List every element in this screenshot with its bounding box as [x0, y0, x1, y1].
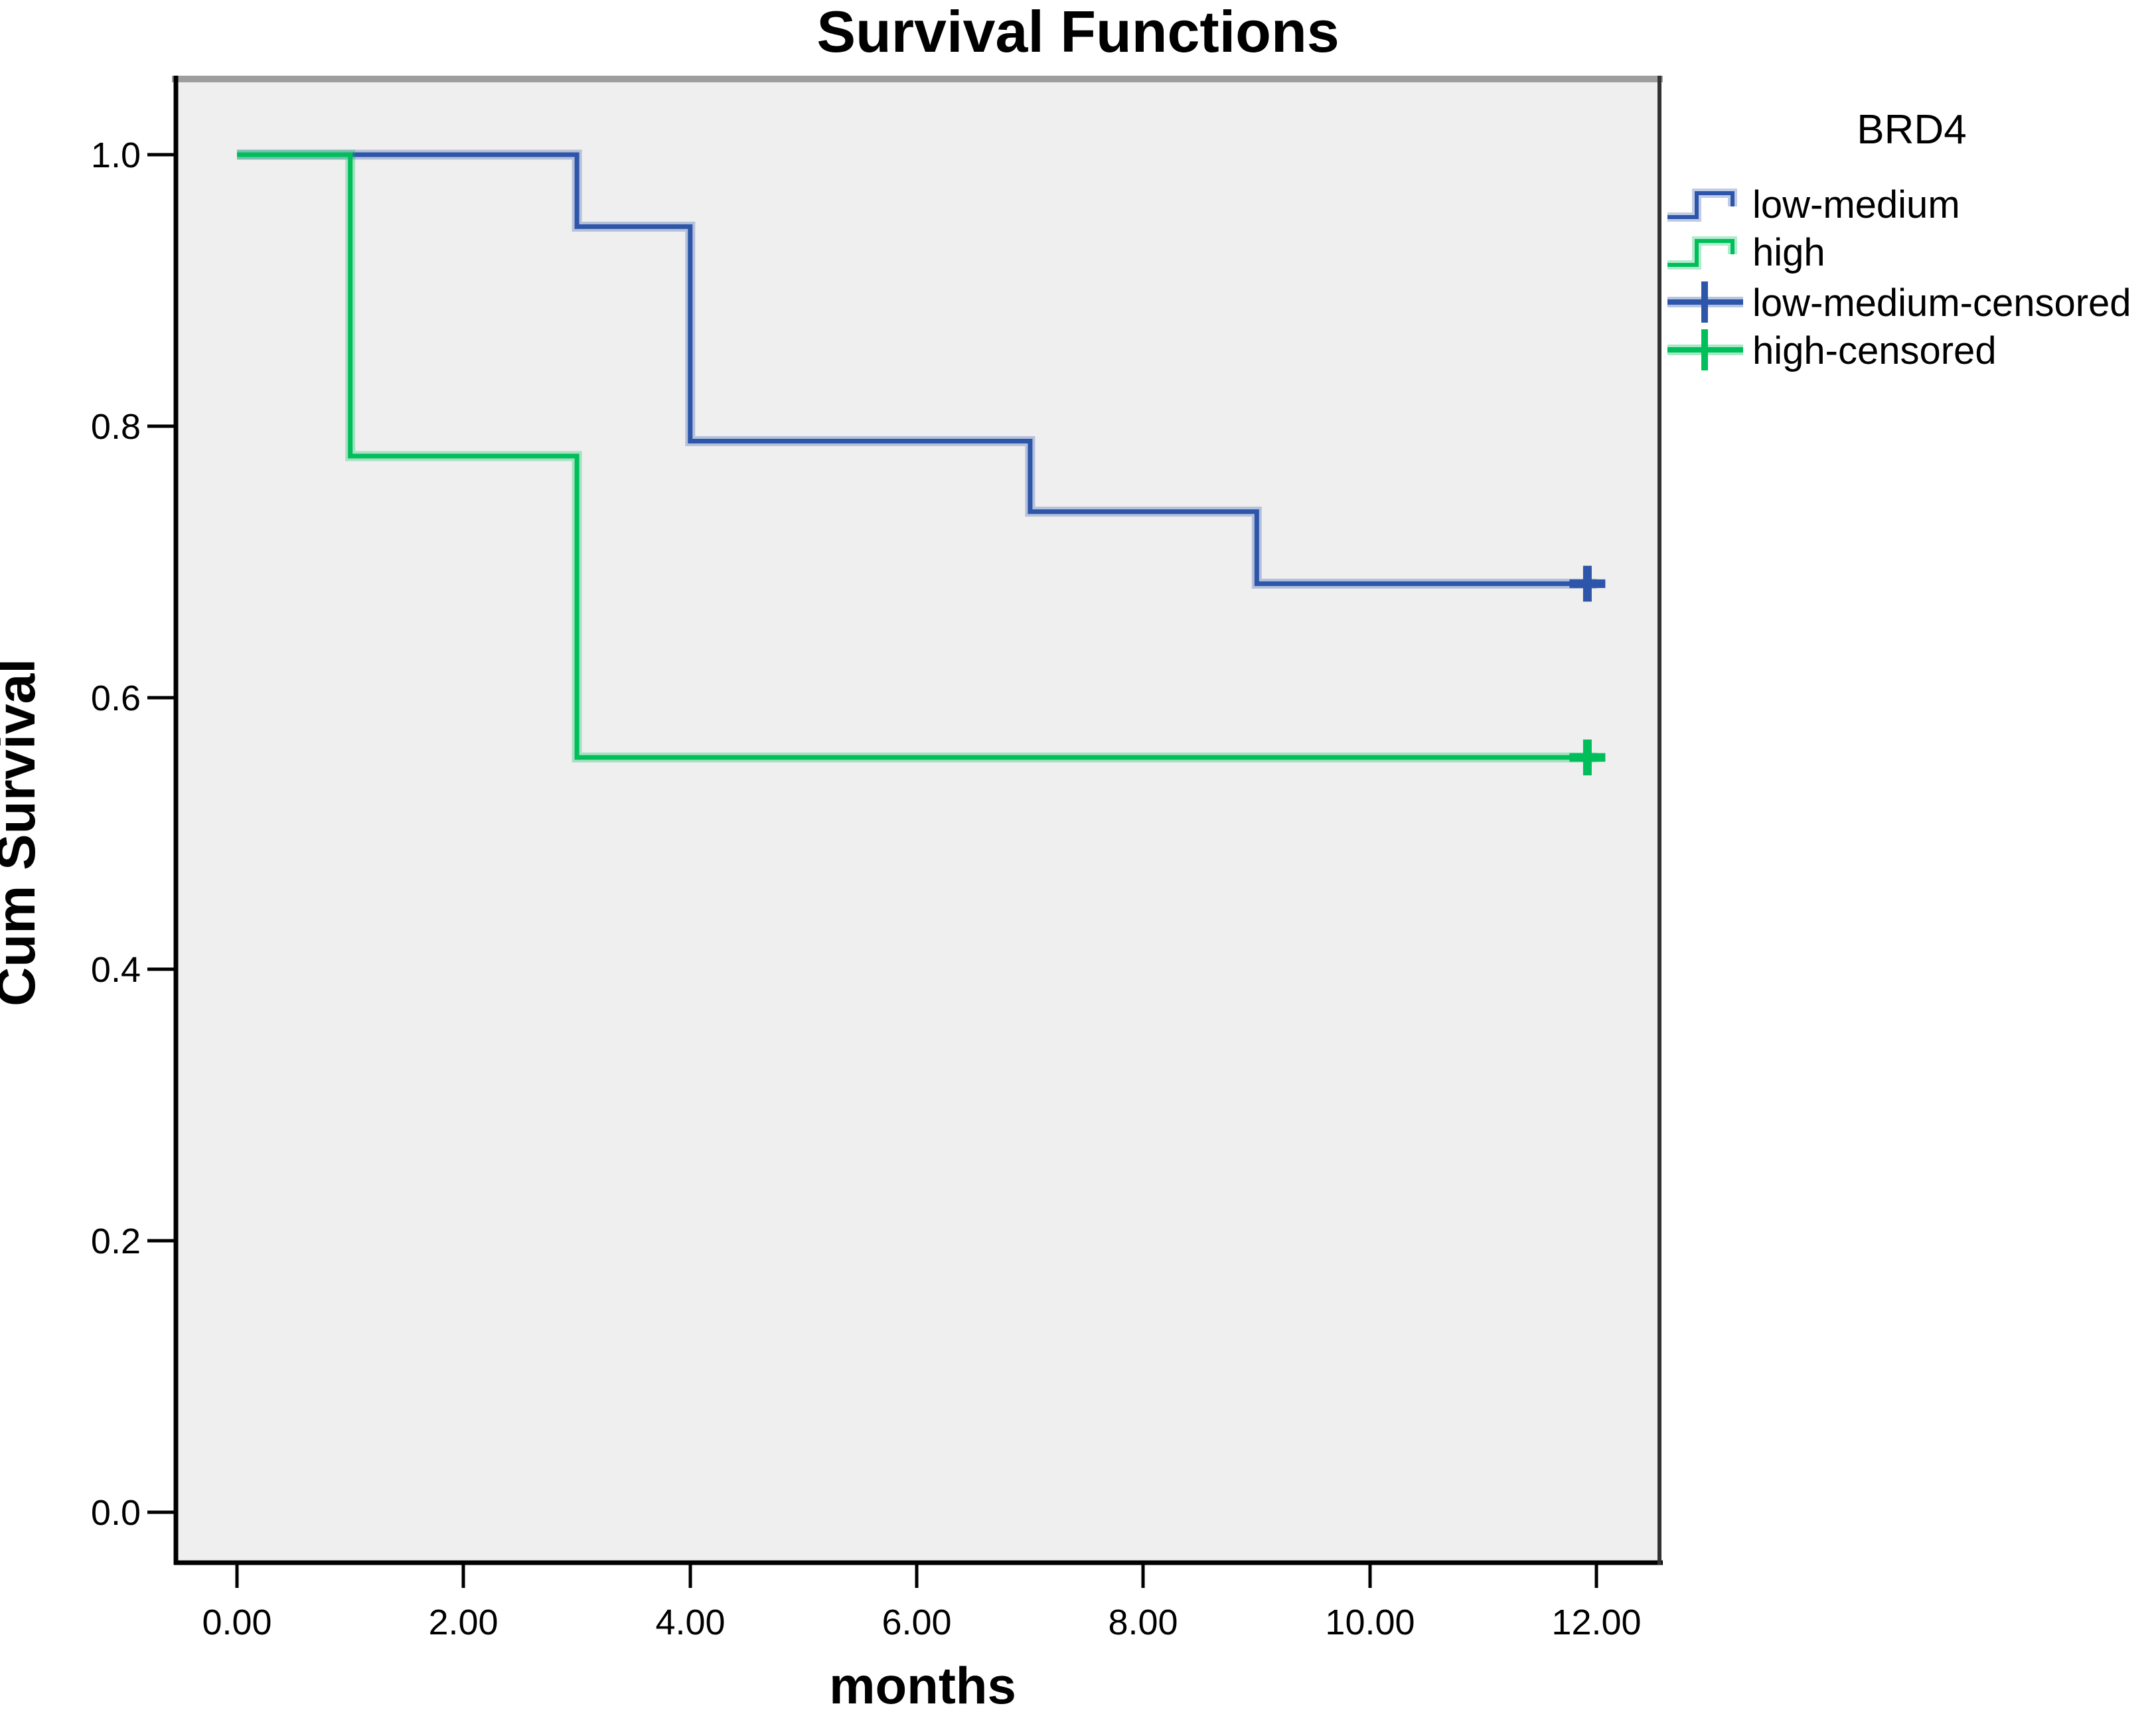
censored-plus-icon	[1667, 329, 1743, 370]
x-tick-label: 4.00	[655, 1603, 725, 1642]
legend-item-high: high	[1667, 231, 1825, 274]
x-axis-tick-labels: 0.00 2.00 4.00 6.00 8.00 10.00 12.00	[202, 1603, 1641, 1642]
y-axis-tick-labels: 1.0 0.8 0.6 0.4 0.2 0.0	[91, 135, 141, 1533]
km-curves	[237, 149, 1606, 775]
y-tick-label: 1.0	[91, 135, 141, 175]
step-line-icon-halo	[1667, 236, 1737, 270]
x-tick-label: 10.00	[1325, 1603, 1415, 1642]
legend-label: high-censored	[1752, 329, 1997, 372]
legend-item-low-medium: low-medium	[1667, 183, 1960, 226]
x-tick-label: 8.00	[1108, 1603, 1178, 1642]
y-axis-title: Cum Survival	[0, 659, 46, 1006]
y-tick-label: 0.6	[91, 678, 141, 718]
legend-label: high	[1752, 231, 1825, 274]
km-curve-high	[237, 152, 1597, 760]
legend-item-low-medium-censored: low-medium-censored	[1667, 281, 2131, 325]
x-tick-label: 2.00	[428, 1603, 498, 1642]
x-axis-title: months	[829, 1656, 1016, 1715]
y-tick-label: 0.0	[91, 1493, 141, 1533]
x-tick-label: 12.00	[1551, 1603, 1641, 1642]
plot-area	[174, 76, 1661, 1563]
legend-label: low-medium-censored	[1752, 281, 2131, 325]
chart-title: Survival Functions	[816, 0, 1339, 64]
step-line-icon	[1667, 189, 1737, 222]
y-axis-ticks	[147, 153, 174, 1514]
x-tick-label: 0.00	[202, 1603, 271, 1642]
censored-mark-low-medium	[1569, 566, 1606, 602]
step-line-icon-core	[1667, 239, 1734, 267]
legend-item-high-censored: high-censored	[1667, 329, 1997, 372]
x-tick-label: 6.00	[882, 1603, 951, 1642]
y-tick-label: 0.4	[91, 950, 141, 990]
censored-plus-icon	[1667, 281, 1743, 323]
legend-label: low-medium	[1752, 183, 1960, 226]
legend-title: BRD4	[1857, 107, 1966, 153]
legend: BRD4 low-medium high low-medium-ce	[1667, 107, 2131, 372]
step-line-icon-core	[1667, 191, 1734, 219]
censored-mark-high	[1569, 739, 1606, 775]
x-axis-ticks	[235, 1563, 1598, 1588]
km-curve-low-medium	[237, 152, 1597, 586]
step-line-icon-halo	[1667, 189, 1737, 222]
step-line-icon	[1667, 236, 1737, 270]
y-tick-label: 0.8	[91, 407, 141, 447]
y-tick-label: 0.2	[91, 1221, 141, 1261]
